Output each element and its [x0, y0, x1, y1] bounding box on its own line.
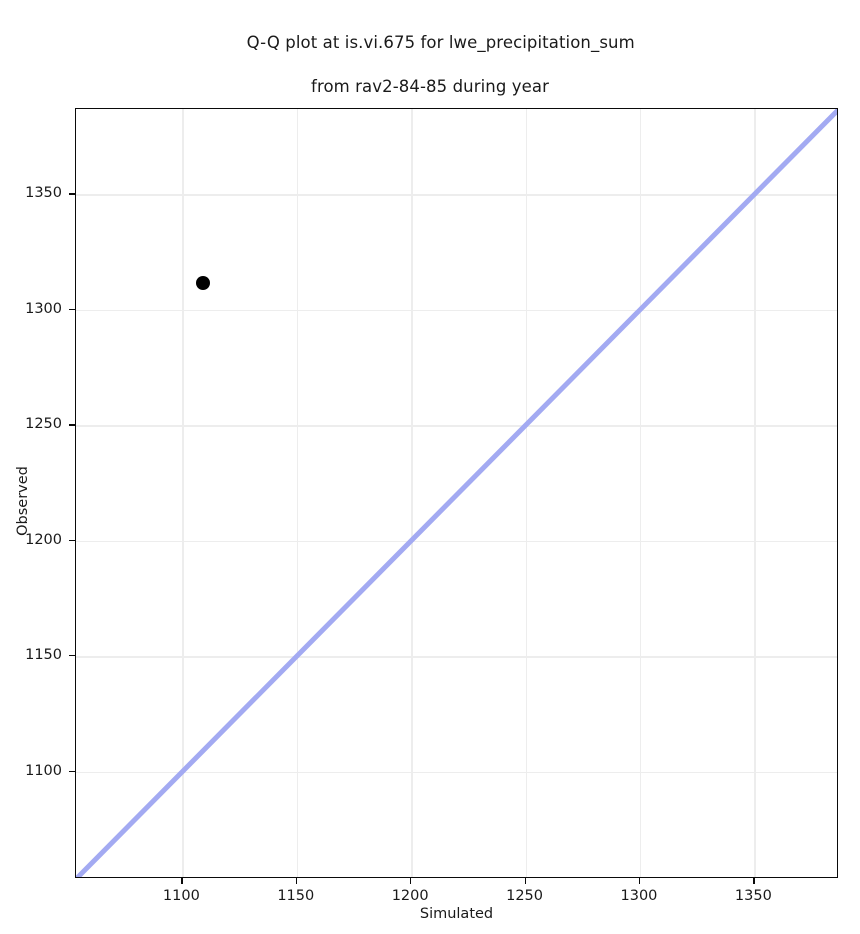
- gridline-vertical: [411, 109, 413, 877]
- y-tick-label: 1200: [25, 531, 62, 548]
- gridline-horizontal: [76, 194, 837, 196]
- gridline-horizontal: [76, 425, 837, 427]
- x-tick-label: 1250: [506, 888, 544, 904]
- x-tick-mark: [410, 878, 412, 884]
- y-axis-label: Observed: [15, 466, 31, 536]
- plot-area: [75, 108, 838, 878]
- y-tick-label: 1300: [25, 300, 62, 317]
- gridline-vertical: [525, 109, 527, 877]
- y-tick-label: 1100: [25, 762, 62, 779]
- x-tick-label: 1300: [620, 888, 658, 904]
- y-tick-mark: [69, 539, 75, 542]
- one-to-one-reference-line: [76, 109, 837, 877]
- x-tick-mark: [181, 878, 183, 884]
- gridline-vertical: [296, 109, 299, 877]
- x-tick-label: 1150: [277, 888, 315, 904]
- chart-title-line-1: Q-Q plot at is.vi.675 for lwe_precipitat…: [246, 33, 635, 52]
- y-tick-mark: [69, 424, 75, 426]
- y-tick-label: 1250: [25, 416, 62, 433]
- page-title: Q-Q plot at is.vi.675 for lwe_precipitat…: [0, 10, 860, 142]
- chart-title-line-2: from rav2-84-85 during year: [311, 77, 549, 96]
- y-tick-mark: [69, 655, 75, 657]
- x-tick-mark: [524, 878, 526, 884]
- y-tick-mark: [69, 193, 75, 195]
- gridline-horizontal: [76, 540, 837, 543]
- y-tick-mark: [69, 308, 75, 311]
- x-tick-mark: [638, 878, 641, 884]
- x-tick-mark: [753, 878, 755, 884]
- gridline-vertical: [182, 109, 184, 877]
- x-tick-label: 1100: [162, 888, 200, 904]
- gridline-horizontal: [76, 771, 837, 774]
- x-tick-label: 1350: [734, 888, 772, 904]
- gridline-horizontal: [76, 656, 837, 658]
- data-point: [195, 276, 210, 291]
- x-tick-mark: [295, 878, 298, 884]
- y-tick-label: 1350: [25, 185, 62, 202]
- x-tick-label: 1200: [391, 888, 429, 904]
- gridline-vertical: [639, 109, 642, 877]
- y-tick-mark: [69, 770, 75, 772]
- x-axis-label: Simulated: [419, 906, 494, 922]
- gridline-horizontal: [76, 309, 837, 312]
- y-tick-label: 1150: [25, 647, 62, 664]
- gridline-vertical: [754, 109, 756, 877]
